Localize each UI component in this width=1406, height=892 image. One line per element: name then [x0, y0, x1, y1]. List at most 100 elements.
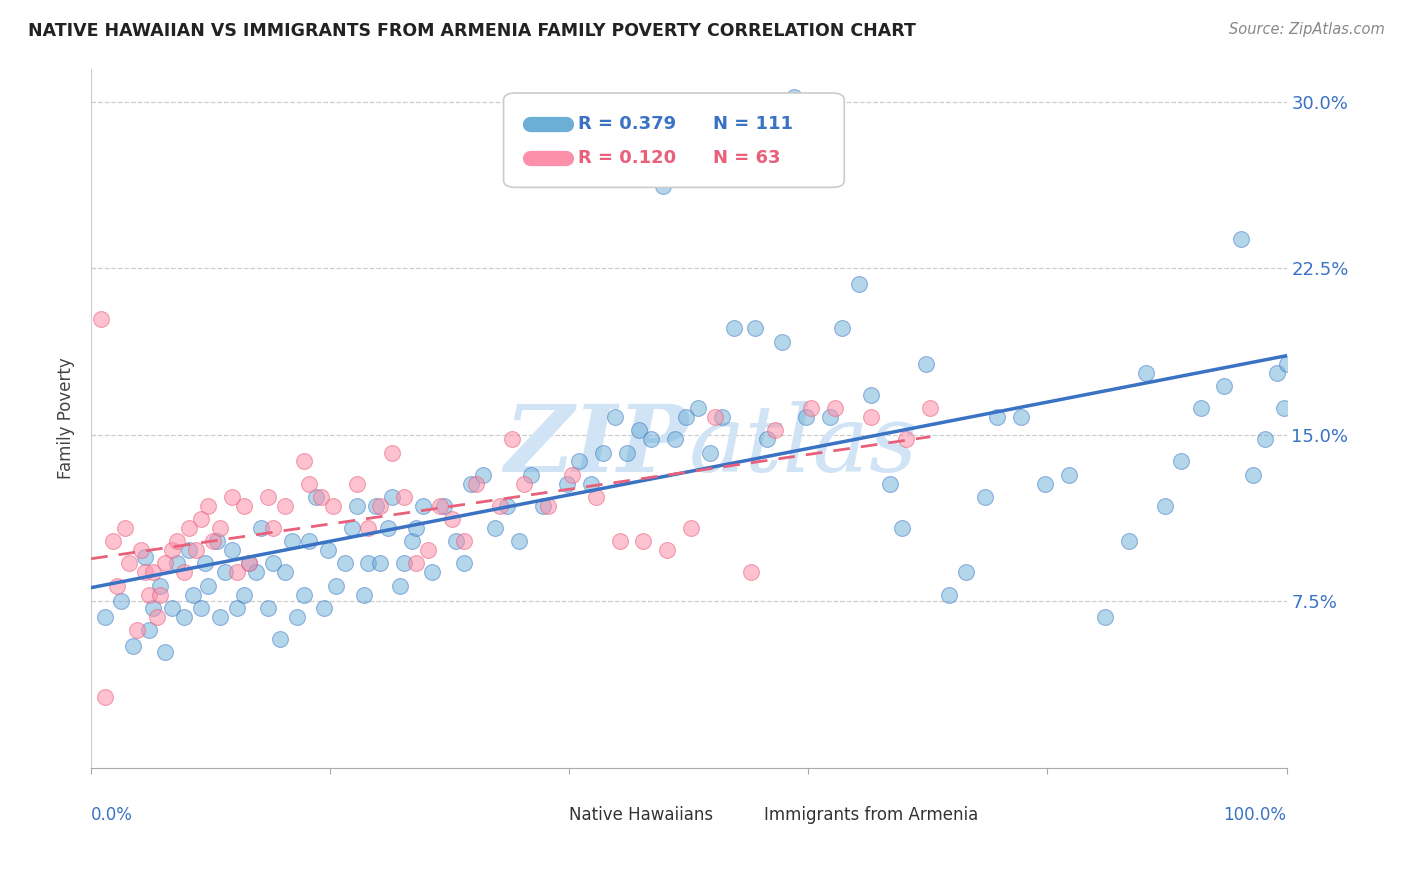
Text: R = 0.120: R = 0.120	[578, 149, 676, 167]
Point	[1010, 409, 1032, 424]
Point	[723, 321, 745, 335]
Point	[1230, 232, 1253, 246]
Point	[890, 521, 912, 535]
Point	[370, 557, 392, 571]
Point	[134, 549, 156, 564]
Point	[209, 521, 232, 535]
Point	[190, 512, 212, 526]
Point	[146, 609, 169, 624]
Point	[453, 534, 475, 549]
Point	[824, 401, 846, 416]
Point	[205, 534, 228, 549]
Point	[155, 645, 177, 659]
Point	[149, 579, 172, 593]
Point	[370, 499, 392, 513]
Text: 0.0%: 0.0%	[91, 806, 134, 824]
Point	[441, 512, 464, 526]
Point	[274, 566, 297, 580]
Point	[138, 623, 160, 637]
Point	[501, 432, 523, 446]
Text: R = 0.379: R = 0.379	[578, 115, 676, 133]
Point	[94, 609, 117, 624]
Point	[744, 321, 766, 335]
Point	[699, 445, 721, 459]
Point	[142, 566, 165, 580]
Point	[233, 499, 256, 513]
Point	[429, 499, 451, 513]
Point	[484, 521, 506, 535]
Point	[179, 521, 201, 535]
Point	[879, 476, 901, 491]
Point	[561, 467, 583, 482]
Point	[711, 409, 734, 424]
Point	[364, 499, 387, 513]
Point	[357, 521, 380, 535]
Point	[118, 557, 141, 571]
Point	[460, 476, 482, 491]
Point	[166, 534, 188, 549]
Point	[325, 579, 347, 593]
Point	[405, 557, 427, 571]
Point	[465, 476, 488, 491]
Point	[1241, 467, 1264, 482]
Point	[173, 609, 195, 624]
Point	[740, 566, 762, 580]
Point	[640, 432, 662, 446]
Point	[162, 600, 184, 615]
Point	[131, 543, 153, 558]
Point	[831, 321, 853, 335]
Point	[149, 588, 172, 602]
Point	[1254, 432, 1277, 446]
Point	[794, 409, 817, 424]
Y-axis label: Family Poverty: Family Poverty	[58, 357, 75, 479]
Point	[381, 490, 404, 504]
Point	[346, 499, 368, 513]
Point	[281, 534, 304, 549]
Point	[1033, 476, 1056, 491]
Point	[453, 557, 475, 571]
Point	[675, 409, 697, 424]
Point	[585, 490, 607, 504]
Point	[627, 423, 650, 437]
Point	[418, 543, 440, 558]
Point	[986, 409, 1008, 424]
Point	[298, 534, 321, 549]
Text: N = 111: N = 111	[713, 115, 793, 133]
Point	[292, 454, 315, 468]
Point	[190, 600, 212, 615]
Point	[489, 499, 512, 513]
Point	[1265, 366, 1288, 380]
Point	[90, 312, 112, 326]
Point	[1118, 534, 1140, 549]
Point	[181, 588, 204, 602]
Point	[110, 594, 132, 608]
Point	[394, 490, 416, 504]
Point	[896, 432, 918, 446]
Point	[333, 557, 356, 571]
Point	[381, 445, 404, 459]
Point	[340, 521, 363, 535]
Point	[238, 557, 260, 571]
FancyBboxPatch shape	[503, 93, 844, 187]
Point	[285, 609, 308, 624]
Point	[257, 490, 280, 504]
Point	[568, 454, 591, 468]
Point	[142, 600, 165, 615]
Point	[322, 499, 344, 513]
Point	[770, 334, 793, 349]
Point	[305, 490, 328, 504]
Point	[938, 588, 960, 602]
Point	[125, 623, 148, 637]
Point	[309, 490, 332, 504]
Point	[513, 476, 536, 491]
Text: ZIP: ZIP	[505, 401, 689, 491]
Point	[544, 144, 567, 158]
Point	[783, 90, 806, 104]
Text: Source: ZipAtlas.com: Source: ZipAtlas.com	[1229, 22, 1385, 37]
Point	[166, 557, 188, 571]
Point	[664, 432, 686, 446]
Point	[1094, 609, 1116, 624]
Point	[162, 543, 184, 558]
Point	[1135, 366, 1157, 380]
Point	[357, 557, 380, 571]
